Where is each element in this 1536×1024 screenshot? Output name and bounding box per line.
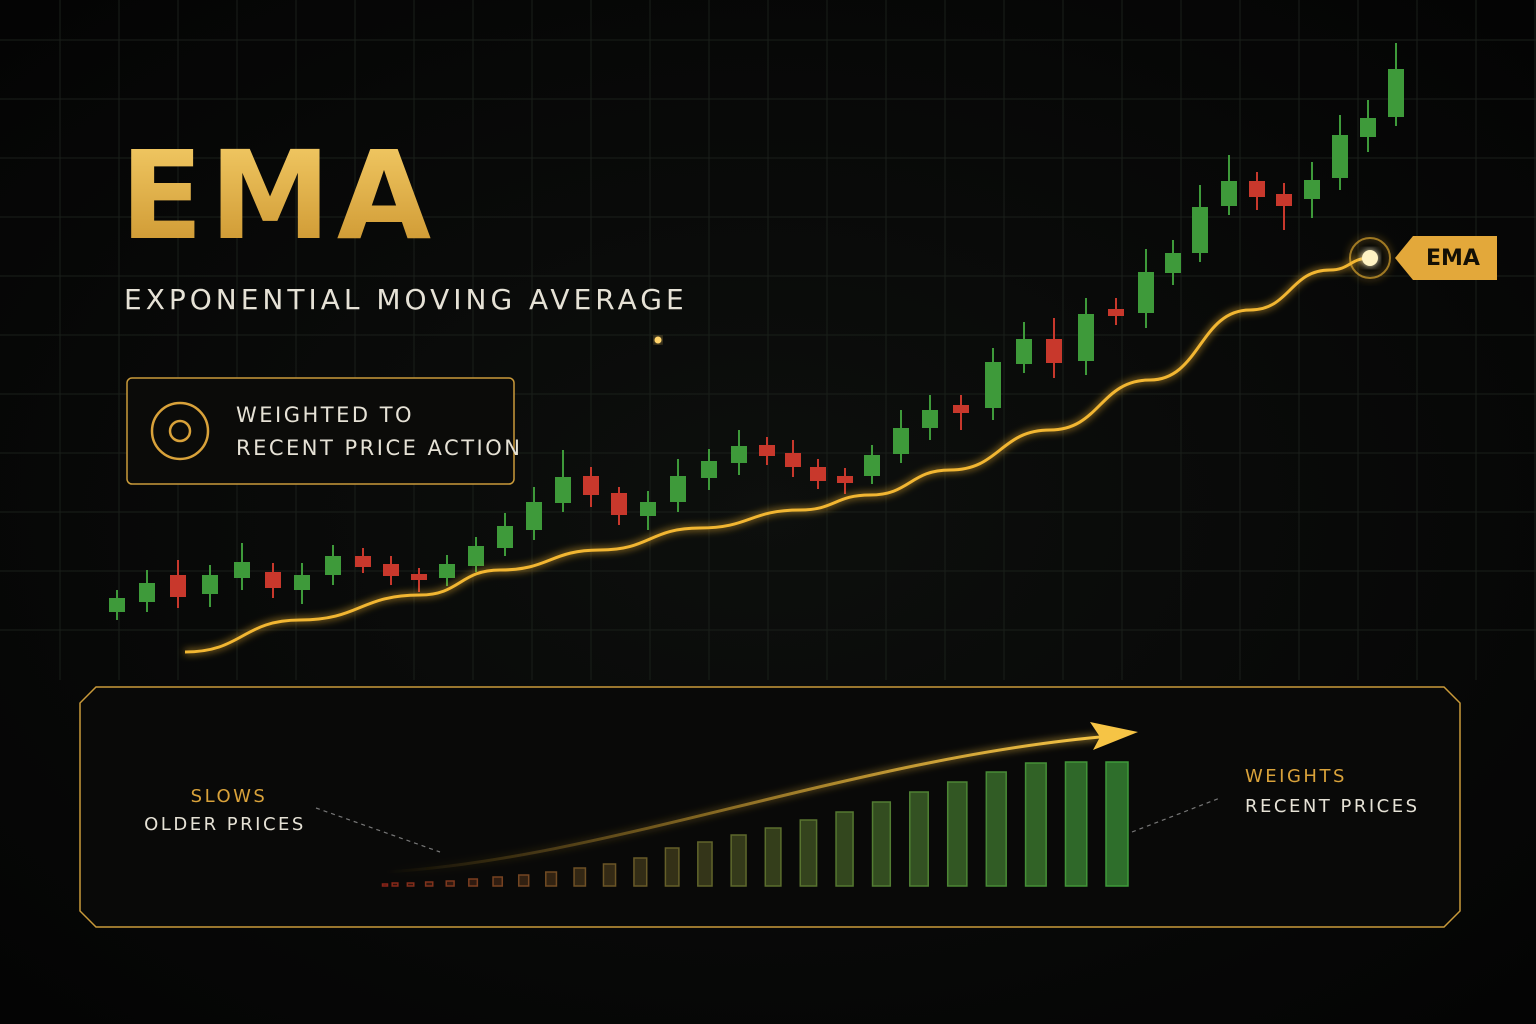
weight-bar [697, 841, 713, 887]
trend-arrowhead [1090, 722, 1138, 750]
candle-body [1138, 272, 1154, 313]
weight-bar [946, 781, 968, 887]
candle-body [583, 476, 599, 495]
ema-marker-ring [1349, 237, 1391, 279]
candle-body [640, 502, 656, 516]
ema-layer: EMA [184, 236, 1497, 654]
weight-bar [835, 811, 854, 887]
candle-body [1332, 135, 1348, 178]
target-icon [150, 401, 210, 461]
subtitle: EXPONENTIAL MOVING AVERAGE [124, 283, 688, 316]
candle-body [953, 405, 969, 413]
candle-body [670, 476, 686, 502]
weight-bar [406, 882, 415, 887]
candle-body [234, 562, 250, 578]
candle-body [1046, 339, 1062, 363]
callout-box [126, 377, 515, 485]
candle-body [383, 564, 399, 576]
weight-bar [1064, 761, 1088, 887]
candle-body [1016, 339, 1032, 364]
candle-body [468, 546, 484, 566]
weight-bar [445, 880, 455, 887]
candle-body [810, 467, 826, 481]
ema-line [184, 256, 1371, 654]
weight-bar [424, 881, 434, 887]
candle-body [265, 572, 281, 588]
weight-bar [391, 882, 399, 887]
candle-body [1108, 309, 1124, 316]
left-pointer [315, 807, 441, 853]
candle-body [611, 493, 627, 515]
candle-body [411, 574, 427, 580]
trend-arrow [384, 735, 1101, 874]
weight-bar [909, 791, 929, 887]
candle-body [1249, 181, 1265, 197]
weight-bar [764, 827, 782, 887]
ema-tag-label: EMA [1426, 246, 1480, 271]
weight-bar [545, 871, 558, 887]
candle-body [526, 502, 542, 530]
weight-bar [573, 867, 587, 887]
candle-body [1192, 207, 1208, 253]
callout-line: WEIGHTED TO [236, 403, 414, 427]
candle-body [202, 575, 218, 594]
candle-body [555, 477, 571, 503]
candle-body [170, 575, 186, 597]
candlestick-chart [109, 43, 1404, 620]
candle-body [1221, 181, 1237, 206]
weight-bar [633, 857, 648, 887]
right-note-accent: WEIGHTS [1245, 766, 1347, 787]
candle-body [1078, 314, 1094, 361]
candle-body [439, 564, 455, 578]
candle-body [1360, 118, 1376, 137]
candle-body [701, 461, 717, 478]
weight-bar [871, 801, 892, 887]
candle-body [785, 453, 801, 467]
target-icon-center [168, 419, 192, 443]
ema-marker [1362, 250, 1378, 266]
candle-body [1165, 253, 1181, 273]
candle-body [294, 575, 310, 590]
candle-body [139, 583, 155, 602]
candle-body [759, 445, 775, 456]
weight-bar [664, 847, 680, 887]
candle-body [1304, 180, 1320, 199]
divider-dot [654, 336, 662, 344]
weight-bar [381, 883, 389, 887]
candle-body [837, 476, 853, 483]
weight-bar [1024, 762, 1047, 887]
weight-bar [985, 771, 1007, 887]
candle-body [864, 455, 880, 476]
right-note: RECENT PRICES [1245, 796, 1420, 817]
weight-bar [1105, 761, 1129, 887]
candle-body [1276, 194, 1292, 206]
candle-body [922, 410, 938, 428]
title: EMA [120, 125, 437, 267]
callout-line: RECENT PRICE ACTION [236, 436, 522, 460]
candle-body [985, 362, 1001, 408]
candle-body [893, 428, 909, 454]
weight-bar [799, 819, 818, 887]
weight-bar [730, 834, 747, 887]
weight-bar [602, 863, 617, 887]
candle-body [497, 526, 513, 548]
weight-bar [517, 874, 530, 887]
weights-bar-chart [381, 761, 1129, 887]
ema-tag [1395, 236, 1497, 280]
candle-body [109, 598, 125, 612]
candle-body [1388, 69, 1404, 117]
weight-bar [468, 878, 479, 887]
left-note: OLDER PRICES [144, 814, 306, 835]
left-note-accent: SLOWS [191, 786, 268, 807]
candle-body [325, 556, 341, 575]
weight-bar [492, 876, 504, 887]
candle-body [355, 556, 371, 567]
candle-body [731, 446, 747, 463]
